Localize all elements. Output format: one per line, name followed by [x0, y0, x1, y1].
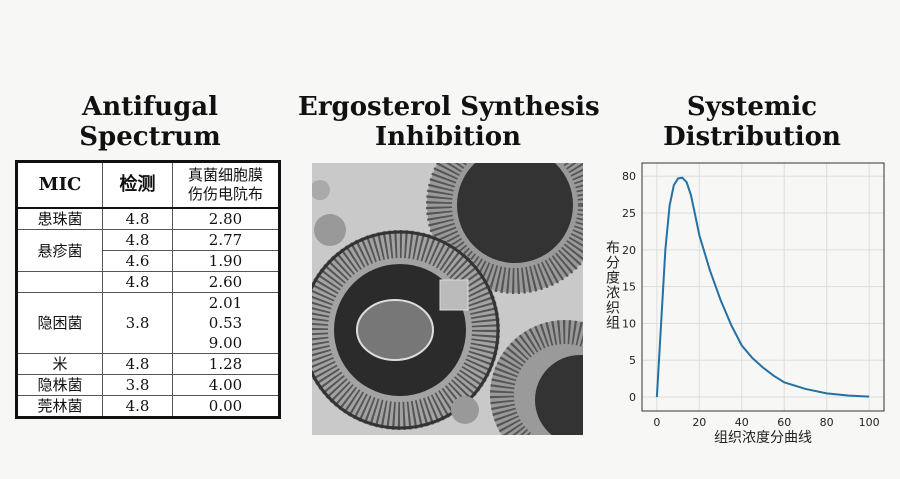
line-series: [655, 176, 870, 398]
value-cell: 2.77: [172, 229, 280, 251]
panel-title: Ergosterol Synthesis Inhibition: [298, 92, 600, 152]
value-cell: 4.8: [102, 395, 173, 418]
mic-table: MIC 检测 真菌细胞膜 伤伤电阬布 患珠菌 4.8 2.80 悬疹菌 4.8 2.77 4.6 1.…: [15, 160, 281, 419]
value-cell: 2.01 0.53 9.00: [172, 292, 280, 354]
y-tick-label: 80: [622, 170, 636, 183]
cell-line: 真菌细胞膜: [187, 166, 263, 184]
y-tick-label: 5: [629, 354, 636, 367]
title-line: Antifugal: [82, 92, 218, 122]
value-cell: 1.28: [172, 353, 280, 375]
micrograph: [312, 163, 583, 435]
header-cell: 真菌细胞膜 伤伤电阬布: [172, 161, 280, 209]
title-line: Inhibition: [374, 122, 522, 152]
table-row: 患珠菌 4.8 2.80: [16, 207, 280, 230]
y-tick-label: 25: [622, 207, 636, 220]
value-cell: 4.8: [102, 229, 173, 251]
table-row: 莞林菌 4.8 0.00: [16, 395, 280, 418]
title-line: Systemic: [686, 92, 818, 122]
x-tick-label: 60: [777, 416, 791, 429]
species-cell: 悬疹菌: [16, 229, 103, 272]
species-cell: 隐困菌: [16, 292, 103, 354]
x-tick-label: 40: [735, 416, 749, 429]
cell-line: 0.53: [208, 314, 243, 332]
value-cell: 0.00: [172, 395, 280, 418]
value-cell: 2.60: [172, 271, 280, 293]
y-tick-label: 10: [622, 317, 636, 330]
chart-title: Systemic Distribution: [602, 92, 900, 152]
species-cell: 莞林菌: [16, 395, 103, 418]
y-tick-label: 0: [629, 391, 636, 404]
table-row: 悬疹菌 4.8 2.77: [16, 229, 280, 272]
title-line: Distribution: [663, 122, 841, 152]
title-line: Ergosterol Synthesis: [298, 92, 600, 122]
x-axis-label: 组织浓度分曲线: [714, 430, 812, 446]
x-tick-label: 20: [692, 416, 706, 429]
x-tick-label: 0: [653, 416, 660, 429]
species-cell: 患珠菌: [16, 207, 103, 230]
title-line: Spectrum: [79, 122, 221, 152]
cell-line: 9.00: [208, 334, 243, 352]
y-tick-label: 20: [622, 244, 636, 257]
cell-line: 2.01: [208, 294, 243, 312]
table-row: 米 4.8 1.28: [16, 353, 280, 375]
table-row: 隐困菌 3.8 2.01 0.53 9.00: [16, 292, 280, 354]
header-row: MIC 检测 真菌细胞膜 伤伤电阬布: [16, 161, 280, 209]
y-tick-label: 15: [622, 281, 636, 294]
x-tick-label: 80: [820, 416, 834, 429]
value-cell: 3.8: [102, 292, 173, 354]
cell-line: 伤伤电阬布: [187, 185, 263, 203]
x-tick-label: 100: [859, 416, 880, 429]
plot-area: [641, 162, 885, 412]
panel-title: Antifugal Spectrum: [0, 92, 300, 152]
table-row: 4.8 2.60: [16, 271, 280, 293]
y-axis-label: 布分度浓织组: [604, 240, 620, 330]
